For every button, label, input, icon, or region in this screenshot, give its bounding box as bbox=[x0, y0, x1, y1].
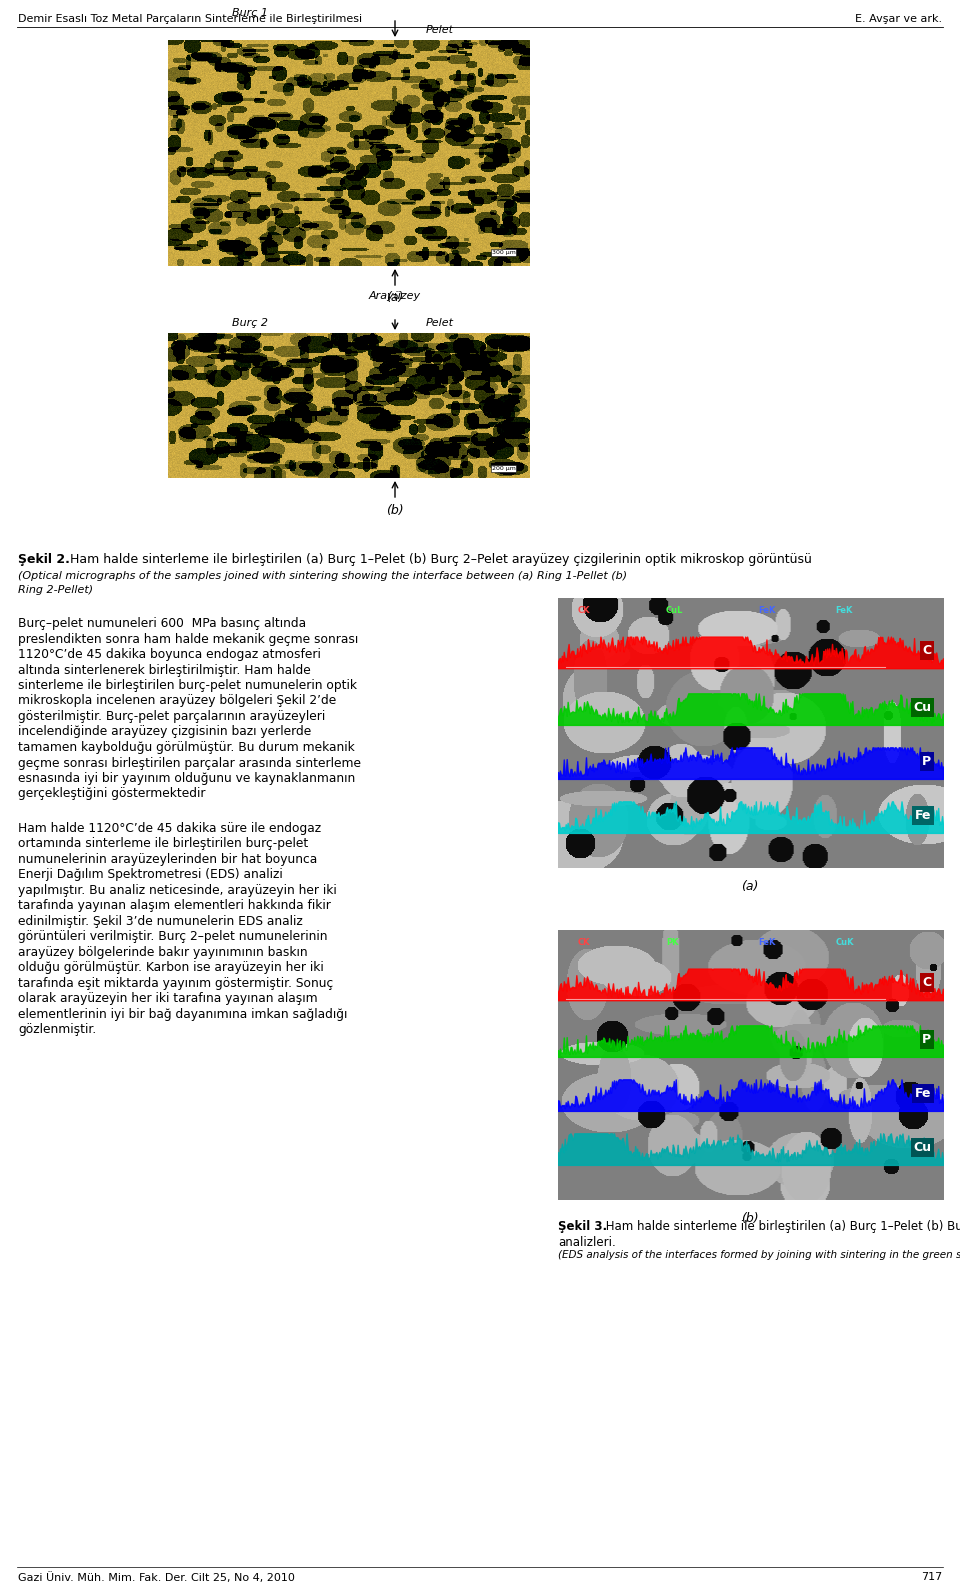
Text: olduğu görülmüştür. Karbon ise arayüzeyin her iki: olduğu görülmüştür. Karbon ise arayüzeyi… bbox=[18, 961, 324, 974]
Text: Pelet: Pelet bbox=[426, 25, 454, 35]
Text: olarak arayüzeyin her iki tarafına yayınan alaşım: olarak arayüzeyin her iki tarafına yayın… bbox=[18, 992, 318, 1006]
Text: incelendiğinde arayüzey çizgisinin bazı yerlerde: incelendiğinde arayüzey çizgisinin bazı … bbox=[18, 726, 311, 739]
Text: CuL: CuL bbox=[666, 605, 684, 615]
Text: altında sinterlenerek birleştirilmiştir. Ham halde: altında sinterlenerek birleştirilmiştir.… bbox=[18, 664, 311, 677]
Text: 300 μm: 300 μm bbox=[492, 249, 516, 254]
Text: Burç 2: Burç 2 bbox=[232, 318, 268, 327]
Text: Ham halde 1120°C’de 45 dakika süre ile endogaz: Ham halde 1120°C’de 45 dakika süre ile e… bbox=[18, 822, 322, 834]
Text: Pelet: Pelet bbox=[426, 318, 454, 327]
Text: ortamında sinterleme ile birleştirilen burç-pelet: ortamında sinterleme ile birleştirilen b… bbox=[18, 837, 308, 850]
Text: gerçekleştiğini göstermektedir: gerçekleştiğini göstermektedir bbox=[18, 788, 205, 801]
Text: (b): (b) bbox=[741, 1212, 758, 1225]
Text: CK: CK bbox=[577, 605, 589, 615]
Text: 717: 717 bbox=[921, 1572, 942, 1583]
Text: FeK: FeK bbox=[758, 938, 776, 947]
Text: edinilmiştir. Şekil 3’de numunelerin EDS analiz: edinilmiştir. Şekil 3’de numunelerin EDS… bbox=[18, 915, 302, 928]
Text: Ham halde sinterleme ile birleştirilen (a) Burç 1–Pelet (b) Burç 2–Pelet arayüze: Ham halde sinterleme ile birleştirilen (… bbox=[66, 553, 812, 566]
Text: P: P bbox=[923, 1033, 931, 1046]
Text: Gazi Üniv. Müh. Mim. Fak. Der. Cilt 25, No 4, 2010: Gazi Üniv. Müh. Mim. Fak. Der. Cilt 25, … bbox=[18, 1572, 295, 1583]
Text: Ham halde sinterleme ile birleştirilen (a) Burç 1–Pelet (b) Burç 2–Pelet numunel: Ham halde sinterleme ile birleştirilen (… bbox=[602, 1220, 960, 1233]
Text: E. Avşar ve ark.: E. Avşar ve ark. bbox=[854, 14, 942, 24]
Text: FeK: FeK bbox=[758, 605, 776, 615]
Text: Cu: Cu bbox=[914, 1141, 931, 1154]
Text: PK: PK bbox=[666, 938, 679, 947]
Text: Fe: Fe bbox=[915, 1087, 931, 1100]
Text: preslendikten sonra ham halde mekanik geçme sonrası: preslendikten sonra ham halde mekanik ge… bbox=[18, 632, 358, 645]
Text: Arayüzey: Arayüzey bbox=[369, 291, 421, 300]
Text: Cu: Cu bbox=[914, 701, 931, 713]
Text: analizleri.: analizleri. bbox=[558, 1236, 615, 1249]
Text: Enerji Dağılım Spektrometresi (EDS) analizi: Enerji Dağılım Spektrometresi (EDS) anal… bbox=[18, 868, 283, 880]
Text: Şekil 2.: Şekil 2. bbox=[18, 553, 70, 566]
Text: sinterleme ile birleştirilen burç-pelet numunelerin optik: sinterleme ile birleştirilen burç-pelet … bbox=[18, 679, 357, 691]
Text: Burç 1: Burç 1 bbox=[232, 8, 268, 17]
Text: CuK: CuK bbox=[835, 938, 853, 947]
Text: Ring 2-Pellet): Ring 2-Pellet) bbox=[18, 585, 93, 594]
Text: Şekil 3.: Şekil 3. bbox=[558, 1220, 607, 1233]
Text: yapılmıştır. Bu analiz neticesinde, arayüzeyin her iki: yapılmıştır. Bu analiz neticesinde, aray… bbox=[18, 883, 337, 896]
Text: tarafında eşit miktarda yayınım göstermiştir. Sonuç: tarafında eşit miktarda yayınım göstermi… bbox=[18, 977, 333, 990]
Text: görüntüleri verilmiştir. Burç 2–pelet numunelerinin: görüntüleri verilmiştir. Burç 2–pelet nu… bbox=[18, 930, 327, 944]
Text: 200 μm: 200 μm bbox=[492, 466, 516, 470]
Text: mikroskopla incelenen arayüzey bölgeleri Şekil 2’de: mikroskopla incelenen arayüzey bölgeleri… bbox=[18, 694, 336, 707]
Text: numunelerinin arayüzeylerinden bir hat boyunca: numunelerinin arayüzeylerinden bir hat b… bbox=[18, 853, 317, 866]
Text: FeK: FeK bbox=[835, 605, 852, 615]
Text: Fe: Fe bbox=[915, 809, 931, 822]
Text: CK: CK bbox=[577, 938, 589, 947]
Text: geçme sonrası birleştirilen parçalar arasında sinterleme: geçme sonrası birleştirilen parçalar ara… bbox=[18, 756, 361, 769]
Text: Demir Esaslı Toz Metal Parçaların Sinterleme ile Birleştirilmesi: Demir Esaslı Toz Metal Parçaların Sinter… bbox=[18, 14, 362, 24]
Text: (Optical micrographs of the samples joined with sintering showing the interface : (Optical micrographs of the samples join… bbox=[18, 570, 627, 582]
Text: gözlenmiştir.: gözlenmiştir. bbox=[18, 1023, 96, 1036]
Text: tarafında yayınan alaşım elementleri hakkında fikir: tarafında yayınan alaşım elementleri hak… bbox=[18, 899, 331, 912]
Text: esnasında iyi bir yayınım olduğunu ve kaynaklanmanın: esnasında iyi bir yayınım olduğunu ve ka… bbox=[18, 772, 355, 785]
Text: P: P bbox=[923, 755, 931, 767]
Text: tamamen kaybolduğu görülmüştür. Bu durum mekanik: tamamen kaybolduğu görülmüştür. Bu durum… bbox=[18, 740, 355, 755]
Text: arayüzey bölgelerinde bakır yayınımının baskın: arayüzey bölgelerinde bakır yayınımının … bbox=[18, 945, 307, 958]
Text: C: C bbox=[923, 976, 931, 988]
Text: (EDS analysis of the interfaces formed by joining with sintering in the green st: (EDS analysis of the interfaces formed b… bbox=[558, 1251, 960, 1260]
Text: gösterilmiştir. Burç-pelet parçalarının arayüzeyleri: gösterilmiştir. Burç-pelet parçalarının … bbox=[18, 710, 325, 723]
Text: (a): (a) bbox=[741, 880, 758, 893]
Text: elementlerinin iyi bir bağ dayanımına imkan sağladığı: elementlerinin iyi bir bağ dayanımına im… bbox=[18, 1007, 348, 1020]
Text: (b): (b) bbox=[386, 504, 404, 516]
Text: 1120°C’de 45 dakika boyunca endogaz atmosferi: 1120°C’de 45 dakika boyunca endogaz atmo… bbox=[18, 648, 321, 661]
Text: (a): (a) bbox=[386, 291, 404, 303]
Text: C: C bbox=[923, 644, 931, 658]
Text: Burç–pelet numuneleri 600  MPa basınç altında: Burç–pelet numuneleri 600 MPa basınç alt… bbox=[18, 617, 306, 629]
